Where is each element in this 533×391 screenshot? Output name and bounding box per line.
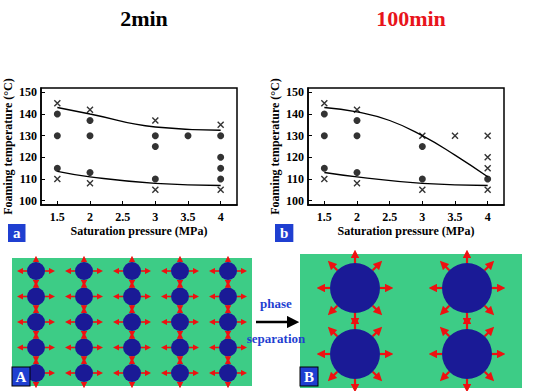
svg-text:4: 4 — [485, 210, 491, 224]
svg-text:2: 2 — [87, 210, 93, 224]
svg-text:Foaming temperature (°C): Foaming temperature (°C) — [268, 78, 282, 215]
svg-text:140: 140 — [19, 107, 37, 121]
svg-text:2.5: 2.5 — [115, 210, 130, 224]
svg-text:3: 3 — [419, 210, 425, 224]
svg-text:A: A — [16, 369, 27, 385]
svg-text:100: 100 — [19, 194, 37, 208]
svg-text:110: 110 — [20, 172, 37, 186]
svg-text:140: 140 — [286, 107, 304, 121]
svg-text:110: 110 — [287, 172, 304, 186]
svg-text:120: 120 — [286, 150, 304, 164]
svg-text:120: 120 — [19, 150, 37, 164]
svg-text:a: a — [13, 225, 21, 241]
svg-text:2.5: 2.5 — [382, 210, 397, 224]
svg-text:3.5: 3.5 — [181, 210, 196, 224]
svg-text:B: B — [304, 369, 314, 385]
svg-text:b: b — [280, 225, 288, 241]
svg-text:Saturation pressure (MPa): Saturation pressure (MPa) — [338, 224, 475, 238]
svg-text:separation: separation — [247, 331, 306, 346]
svg-text:150: 150 — [19, 85, 37, 99]
svg-text:1.5: 1.5 — [317, 210, 332, 224]
svg-text:2min: 2min — [120, 6, 168, 31]
svg-text:1.5: 1.5 — [50, 210, 65, 224]
svg-text:4: 4 — [218, 210, 224, 224]
svg-text:100min: 100min — [376, 6, 446, 31]
svg-text:130: 130 — [19, 129, 37, 143]
svg-text:Foaming temperature (°C): Foaming temperature (°C) — [1, 78, 15, 215]
svg-text:phase: phase — [260, 296, 292, 311]
svg-text:130: 130 — [286, 129, 304, 143]
svg-text:150: 150 — [286, 85, 304, 99]
svg-text:100: 100 — [286, 194, 304, 208]
svg-text:2: 2 — [354, 210, 360, 224]
svg-text:3: 3 — [152, 210, 158, 224]
svg-text:3.5: 3.5 — [448, 210, 463, 224]
svg-text:Saturation pressure (MPa): Saturation pressure (MPa) — [71, 224, 208, 238]
